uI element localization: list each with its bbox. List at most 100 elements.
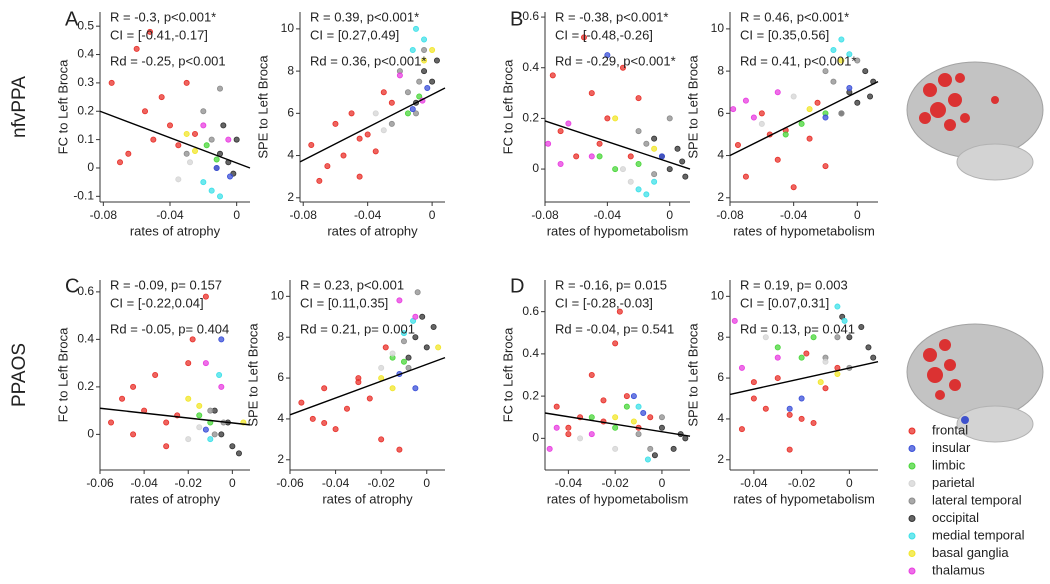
- data-point: [774, 344, 781, 351]
- y-axis-label: SPE to Left Broca: [685, 323, 700, 427]
- y-tick-label: 6: [277, 370, 284, 384]
- brain-illustration: [906, 61, 1044, 443]
- data-point: [163, 419, 170, 426]
- data-point: [200, 179, 207, 186]
- data-point: [196, 424, 203, 431]
- data-point: [213, 164, 220, 171]
- y-tick-label: 0: [532, 431, 539, 445]
- data-point: [396, 446, 403, 453]
- data-point: [332, 426, 339, 433]
- y-tick-label: 6: [717, 106, 724, 120]
- data-point: [416, 93, 423, 100]
- fit-line: [299, 87, 446, 163]
- data-point: [117, 159, 124, 166]
- data-point: [623, 403, 630, 410]
- data-point: [834, 370, 841, 377]
- data-point: [133, 45, 140, 52]
- y-tick-label: 0.6: [77, 284, 94, 298]
- data-point: [225, 136, 232, 143]
- data-point: [651, 171, 658, 178]
- data-point: [218, 431, 225, 438]
- data-point: [213, 156, 220, 163]
- data-point: [865, 344, 872, 351]
- x-tick-label: -0.04: [354, 208, 382, 222]
- data-point: [635, 186, 642, 193]
- data-point: [348, 110, 355, 117]
- stat-annotation: R = 0.23, p<0.001: [300, 277, 404, 292]
- data-point: [786, 405, 793, 412]
- data-point: [430, 323, 437, 330]
- y-tick-label: 0: [87, 160, 94, 174]
- data-point: [163, 443, 170, 450]
- legend-marker: [908, 445, 916, 452]
- data-point: [185, 360, 192, 367]
- panel-label: D: [510, 275, 524, 297]
- y-tick-label: 8: [277, 329, 284, 343]
- fit-line: [544, 412, 691, 437]
- data-point: [421, 36, 428, 43]
- data-point: [216, 371, 223, 378]
- data-point: [216, 193, 223, 200]
- data-point: [830, 47, 837, 54]
- data-point: [635, 403, 642, 410]
- x-tick-label: 0: [666, 208, 673, 222]
- stat-annotation: R = -0.38, p<0.001*: [555, 9, 668, 24]
- data-point: [841, 317, 848, 324]
- y-tick-label: 0.3: [77, 75, 94, 89]
- data-point: [814, 99, 821, 106]
- data-point: [429, 78, 436, 85]
- data-point: [838, 110, 845, 117]
- data-point: [229, 443, 236, 450]
- y-tick-label: 4: [717, 411, 724, 425]
- data-point: [738, 426, 745, 433]
- y-tick-label: 0.4: [77, 332, 94, 346]
- panel-label: B: [510, 8, 523, 30]
- y-tick-label: 8: [287, 63, 294, 77]
- data-point: [409, 106, 416, 113]
- stat-annotation: R = 0.46, p<0.001*: [740, 9, 849, 24]
- data-point: [627, 178, 634, 185]
- data-point: [870, 354, 877, 361]
- data-point: [734, 141, 741, 148]
- x-axis-label: rates of hypometabolism: [733, 223, 875, 238]
- data-point: [412, 334, 419, 341]
- y-tick-label: 0: [87, 427, 94, 441]
- data-point: [185, 436, 192, 443]
- data-point: [400, 358, 407, 365]
- data-point: [421, 68, 428, 75]
- y-tick-label: -0.1: [73, 189, 94, 203]
- data-point: [207, 436, 214, 443]
- data-point: [565, 424, 572, 431]
- x-tick-label: -0.06: [86, 476, 114, 490]
- data-point: [378, 364, 385, 371]
- y-tick-label: 2: [717, 452, 724, 466]
- data-point: [557, 160, 564, 167]
- x-tick-label: -0.04: [780, 208, 808, 222]
- data-point: [612, 445, 619, 452]
- x-tick-label: -0.04: [322, 476, 350, 490]
- data-point: [396, 72, 403, 79]
- data-point: [762, 405, 769, 412]
- data-point: [414, 289, 421, 296]
- data-point: [421, 57, 428, 64]
- legend-marker: [908, 515, 916, 522]
- data-point: [389, 385, 396, 392]
- data-point: [616, 308, 623, 315]
- legend-label: limbic: [932, 457, 966, 472]
- stat-annotation: Rd = -0.05, p= 0.404: [110, 321, 229, 336]
- data-point: [412, 385, 419, 392]
- stat-annotation: CI = [0.35,0.56]: [740, 27, 829, 42]
- data-point: [183, 79, 190, 86]
- data-point: [806, 135, 813, 142]
- y-tick-label: 0.2: [77, 103, 94, 117]
- data-point: [545, 140, 552, 147]
- fit-line: [99, 407, 251, 426]
- data-point: [822, 163, 829, 170]
- data-point: [200, 122, 207, 129]
- x-tick-label: -0.02: [788, 476, 816, 490]
- data-point: [435, 344, 442, 351]
- data-point: [817, 379, 824, 386]
- data-point: [185, 395, 192, 402]
- data-point: [810, 420, 817, 427]
